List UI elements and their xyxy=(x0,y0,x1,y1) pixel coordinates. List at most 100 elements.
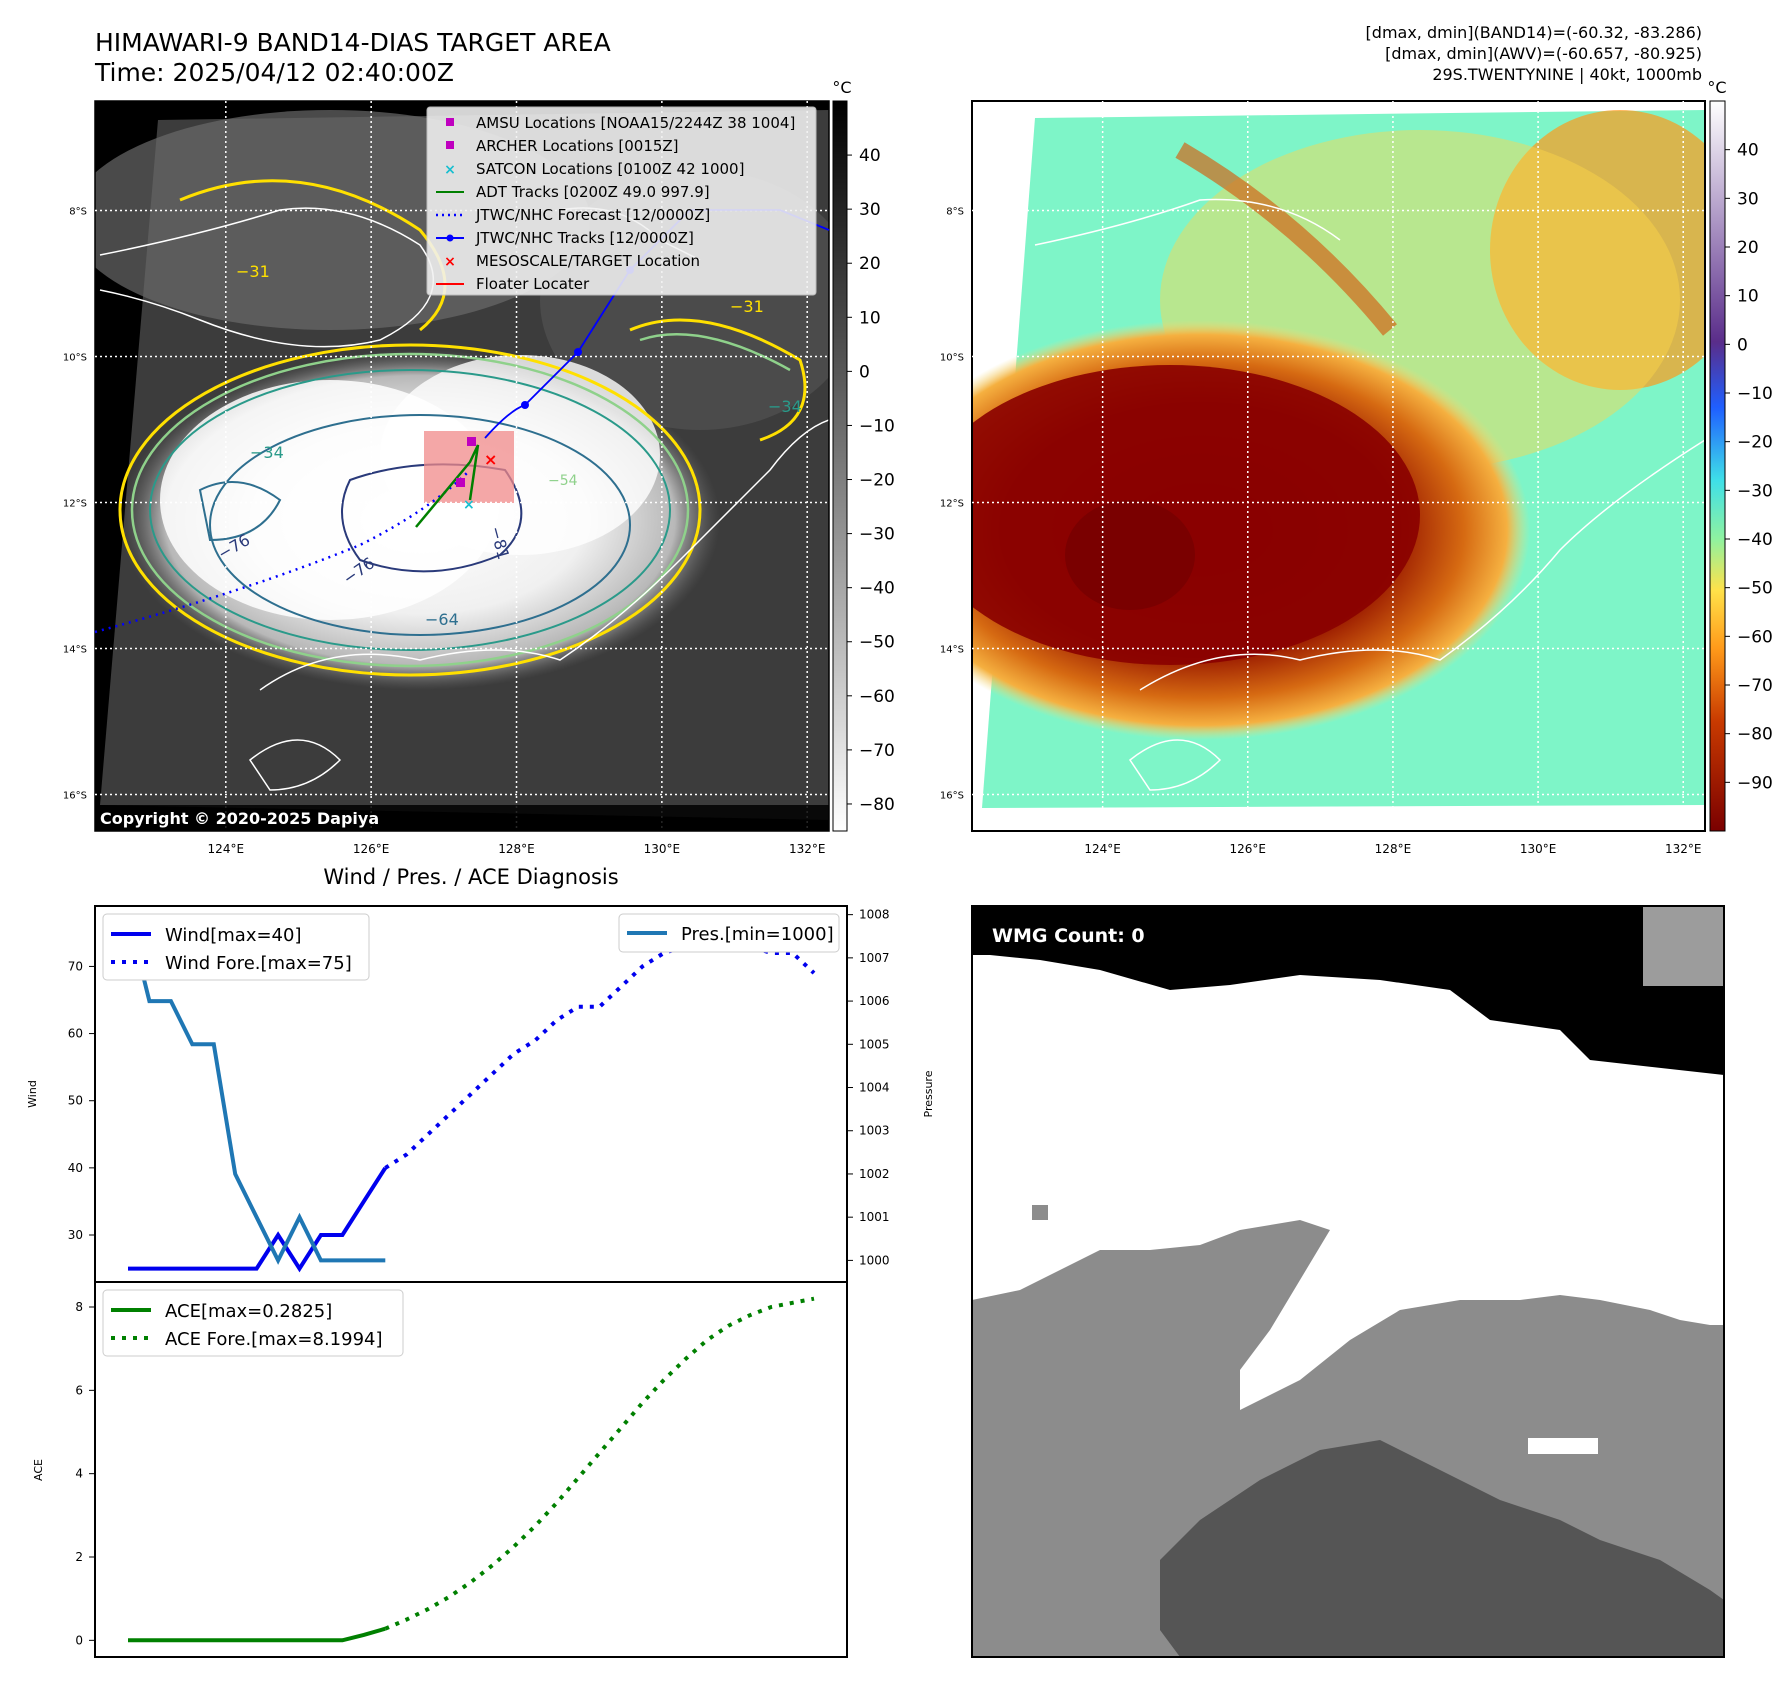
colorbar-tick-label: −50 xyxy=(859,633,895,653)
legend-label: MESOSCALE/TARGET Location xyxy=(476,252,700,270)
ir-legend: AMSU Locations [NOAA15/2244Z 38 1004] ARC… xyxy=(426,106,817,296)
wind-pres-chart: 30 40 50 60 70 1000 1001 1002 1003 1004 1005 1006 10… xyxy=(26,905,935,1283)
colorbar-tick-label: −20 xyxy=(859,471,895,491)
pressure-ytick-label: 1005 xyxy=(859,1037,890,1051)
jtwc-track-point xyxy=(521,401,529,409)
archer-marker xyxy=(456,478,465,487)
awv-gridlines xyxy=(972,101,1705,831)
colorbar-tick-label: −60 xyxy=(1737,627,1773,647)
lat-tick-label: 12°S xyxy=(940,499,964,510)
colorbar-tick-label: −80 xyxy=(1737,725,1773,745)
copyright-text: Copyright © 2020-2025 Dapiya xyxy=(100,809,379,828)
colorbar-tick-label: −60 xyxy=(859,687,895,707)
lat-tick-label: 16°S xyxy=(63,791,87,802)
lat-tick-label: 8°S xyxy=(946,207,964,218)
legend-marker-square xyxy=(446,141,454,149)
colorbar-tick-label: 10 xyxy=(859,308,881,328)
legend-marker-x: × xyxy=(444,162,456,178)
wind-legend-box xyxy=(102,913,370,981)
legend-label: AMSU Locations [NOAA15/2244Z 38 1004] xyxy=(476,114,795,132)
awv-imagery xyxy=(972,110,1705,808)
pressure-ytick-label: 1007 xyxy=(859,951,890,965)
contour-label: −64 xyxy=(425,610,459,629)
colorbar-tick-label: −90 xyxy=(1737,773,1773,793)
colorbar-tick-label: −20 xyxy=(1737,433,1773,453)
awv-axis-ticks: 124°E 126°E 128°E 130°E 132°E 8°S 10°S 12°S 14°S… xyxy=(940,207,1702,857)
pressure-ylabel: Pressure xyxy=(922,1070,935,1117)
info-line-1: [dmax, dmin](BAND14)=(-60.32, -83.286) xyxy=(1366,23,1702,42)
series-line xyxy=(128,1166,387,1273)
jtwc-track-point xyxy=(574,348,582,356)
pressure-ytick-label: 1003 xyxy=(859,1124,890,1138)
colorbar-tick-label: −70 xyxy=(859,741,895,761)
legend-label: SATCON Locations [0100Z 42 1000] xyxy=(476,160,744,178)
lon-tick-label: 126°E xyxy=(353,842,390,856)
pressure-ytick-label: 1002 xyxy=(859,1167,890,1181)
lon-tick-label: 124°E xyxy=(1084,842,1121,856)
lon-tick-label: 126°E xyxy=(1230,842,1267,856)
lat-tick-label: 14°S xyxy=(63,645,87,656)
colorbar-tick-label: −80 xyxy=(859,795,895,815)
lat-tick-label: 14°S xyxy=(940,645,964,656)
colorbar-tick-label: −10 xyxy=(1737,384,1773,404)
legend-marker-x: × xyxy=(444,254,456,270)
legend-label: ACE[max=0.2825] xyxy=(165,1301,332,1322)
contour-label: −54 xyxy=(548,473,578,489)
colorbar-tick-label: 0 xyxy=(1737,335,1748,355)
figure-title: HIMAWARI-9 BAND14-DIAS TARGET AREA xyxy=(95,28,611,57)
pressure-ytick-label: 1008 xyxy=(859,908,890,922)
lon-tick-label: 130°E xyxy=(1520,842,1557,856)
ir-colorbar-ticks: 40 30 20 10 0 −10 −20 −30 −40 −50 −60 −70 −80 xyxy=(847,146,895,815)
contour-label: −31 xyxy=(236,262,270,281)
legend-label: JTWC/NHC Forecast [12/0000Z] xyxy=(475,206,710,224)
legend-label: Pres.[min=1000] xyxy=(681,924,834,945)
contour-label: −31 xyxy=(730,297,764,316)
ir-axis-ticks: 124°E 126°E 128°E 130°E 132°E 8°S 10°S 12°S 14°S… xyxy=(63,207,826,857)
adt-track xyxy=(415,444,480,528)
amsu-marker xyxy=(467,437,476,446)
colorbar-tick-label: −50 xyxy=(1737,579,1773,599)
ace-ytick-label: 8 xyxy=(75,1300,83,1314)
ace-ylabel: ACE xyxy=(32,1459,45,1481)
satcon-marker: × xyxy=(463,497,475,513)
ace-ytick-label: 2 xyxy=(75,1550,83,1564)
awv-colorbar-ticks: 40 30 20 10 0 −10 −20 −30 −40 −50 −60 −70 −80 −90 xyxy=(1725,141,1773,793)
legend-label: Wind[max=40] xyxy=(165,925,302,946)
pressure-ytick-label: 1001 xyxy=(859,1210,890,1224)
ir-colorbar-unit: °C xyxy=(832,78,851,97)
awv-colorbar xyxy=(1709,100,1726,832)
colorbar-tick-label: −40 xyxy=(859,579,895,599)
ir-panel: 124°E 126°E 128°E 130°E 132°E 8°S 10°S 12°S 14°S… xyxy=(63,78,895,856)
pressure-legend-box xyxy=(618,913,840,953)
pressure-ytick-label: 1004 xyxy=(859,1081,890,1095)
wmg-panel: WMG Count: 0 xyxy=(971,905,1725,1658)
colorbar-tick-label: 20 xyxy=(1737,238,1759,258)
ir-gridlines xyxy=(95,101,829,831)
lon-tick-label: 132°E xyxy=(789,842,826,856)
series-line xyxy=(128,1626,386,1643)
colorbar-tick-label: −30 xyxy=(1737,481,1773,501)
wmg-dark-region xyxy=(1160,1440,1724,1657)
colorbar-tick-label: 20 xyxy=(859,254,881,274)
lat-tick-label: 8°S xyxy=(69,207,87,218)
wind-ytick-label: 70 xyxy=(68,959,83,973)
figure-time: Time: 2025/04/12 02:40:00Z xyxy=(94,58,454,87)
colorbar-tick-label: 0 xyxy=(859,362,870,382)
lon-tick-label: 124°E xyxy=(208,842,245,856)
series-line xyxy=(384,1296,815,1631)
ace-ytick-label: 4 xyxy=(75,1467,83,1481)
colorbar-tick-label: −30 xyxy=(859,525,895,545)
colorbar-tick-label: 40 xyxy=(859,146,881,166)
ace-chart: 0 2 4 6 8 ACE[max=0.2825] ACE Fore.[max=8.1994… xyxy=(32,1281,848,1658)
lon-tick-label: 132°E xyxy=(1665,842,1702,856)
legend-label: ARCHER Locations [0015Z] xyxy=(476,137,679,155)
lon-tick-label: 130°E xyxy=(644,842,681,856)
wmg-count-label: WMG Count: 0 xyxy=(992,925,1145,947)
colorbar-tick-label: 40 xyxy=(1737,141,1759,161)
contour-label: −34 xyxy=(250,443,284,462)
ir-colorbar xyxy=(832,100,848,832)
wind-ytick-label: 50 xyxy=(68,1094,83,1108)
pressure-ytick-label: 1006 xyxy=(859,994,890,1008)
diagnosis-title: Wind / Pres. / ACE Diagnosis xyxy=(323,865,618,889)
colorbar-tick-label: −40 xyxy=(1737,530,1773,550)
